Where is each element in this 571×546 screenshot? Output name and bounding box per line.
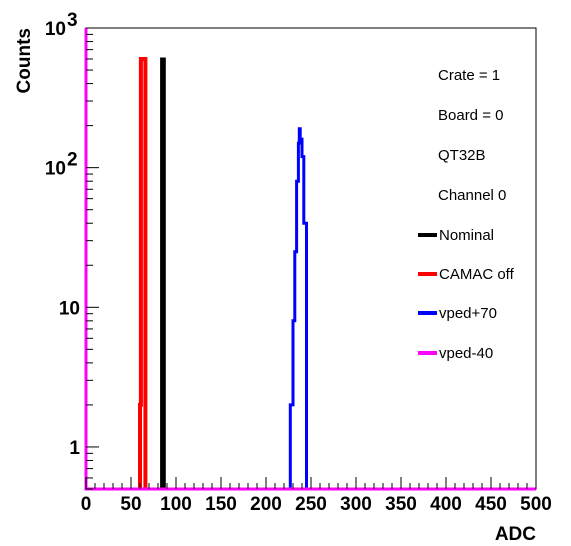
x-tick-label: 200: [250, 494, 282, 515]
legend-info-text: Board = 0: [438, 107, 503, 124]
x-tick-label: 0: [81, 494, 92, 515]
x-axis-title: ADC: [495, 524, 536, 545]
x-tick-label: 300: [340, 494, 372, 515]
legend-info-text: QT32B: [438, 147, 486, 164]
series-layer: [84, 28, 536, 491]
x-tick-label: 250: [295, 494, 327, 515]
legend-label: vped+70: [439, 305, 497, 322]
series-line-nominal: [160, 57, 166, 489]
x-tick-label: 400: [430, 494, 462, 515]
x-tick-label: 50: [120, 494, 141, 515]
series-line-vped-40: [84, 28, 536, 491]
y-tick-exponent: 3: [67, 10, 78, 31]
y-tick-label: 10: [45, 19, 66, 40]
legend: Crate = 1 Board = 0 QT32B Channel 0 Nominal C…: [418, 67, 515, 362]
legend-info-text: Channel 0: [438, 187, 506, 204]
series-line-camac-off: [138, 57, 148, 489]
legend-label: vped-40: [439, 345, 493, 362]
y-tick-label: 10: [45, 159, 66, 180]
y-tick-label: 10: [59, 298, 80, 319]
plot-frame: [85, 27, 537, 490]
x-tick-label: 100: [160, 494, 192, 515]
legend-label: Nominal: [439, 227, 494, 244]
y-tick-label: 1: [69, 438, 80, 459]
x-tick-label: 500: [520, 494, 552, 515]
y-axis-title: Counts: [14, 28, 35, 93]
x-tick-label: 150: [205, 494, 237, 515]
y-tick-exponent: 2: [67, 150, 78, 171]
legend-label: CAMAC off: [439, 266, 515, 283]
x-tick-label: 350: [385, 494, 417, 515]
x-axis-ticks: 0 50 100 150 200 250 300 350 400 450 500: [81, 477, 552, 515]
x-tick-label: 450: [475, 494, 507, 515]
series-line-vped-70: [288, 127, 308, 489]
legend-info-text: Crate = 1: [438, 67, 500, 84]
